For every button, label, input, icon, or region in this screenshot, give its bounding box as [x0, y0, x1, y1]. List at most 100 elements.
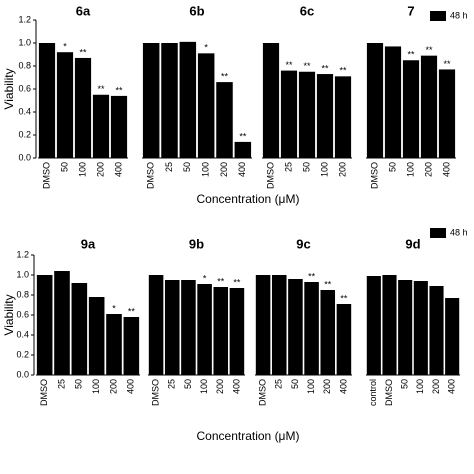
y-tick-label: 0.4	[16, 329, 29, 339]
significance-mark: **	[443, 59, 451, 69]
x-tick-label: 50	[182, 162, 192, 172]
group-title: 9b	[189, 236, 204, 251]
group-title: 6b	[189, 3, 204, 18]
significance-mark: **	[221, 71, 229, 81]
bar	[420, 55, 438, 158]
bar	[334, 76, 352, 158]
bar	[148, 275, 164, 375]
x-tick-label: 400	[441, 162, 451, 177]
x-tick-label: 100	[319, 162, 329, 177]
x-tick-label: control	[368, 379, 378, 406]
legend-label: 48 h	[450, 227, 468, 237]
x-tick-label: 400	[126, 379, 136, 394]
significance-mark: **	[239, 131, 247, 141]
bar	[197, 53, 215, 158]
x-tick-label: 50	[290, 379, 300, 389]
x-tick-label: DMSO	[41, 162, 51, 189]
x-tick-label: 400	[113, 162, 123, 177]
x-tick-label: 25	[56, 379, 66, 389]
significance-mark: **	[308, 271, 316, 281]
x-tick-label: 200	[108, 379, 118, 394]
x-tick-label: 50	[183, 379, 193, 389]
x-tick-label: 200	[219, 162, 229, 177]
y-tick-label: 0.2	[16, 349, 29, 359]
significance-mark: **	[340, 293, 348, 303]
significance-mark: **	[324, 279, 332, 289]
significance-mark: **	[217, 276, 225, 286]
bar	[229, 288, 245, 375]
x-tick-label: DMSO	[146, 162, 156, 189]
x-tick-label: 100	[201, 162, 211, 177]
significance-mark: **	[303, 61, 311, 71]
bar	[74, 57, 92, 159]
y-tick-label: 1.2	[16, 249, 29, 259]
y-tick-label: 0.0	[18, 152, 31, 162]
x-tick-label: 400	[231, 379, 241, 394]
group-title: 6a	[76, 3, 91, 18]
bar	[255, 275, 271, 375]
x-tick-label: 200	[337, 162, 347, 177]
significance-mark: **	[233, 277, 241, 287]
significance-mark: **	[339, 66, 347, 76]
x-tick-label: 100	[306, 379, 316, 394]
bar	[71, 283, 88, 375]
x-tick-label: DMSO	[265, 162, 275, 189]
x-tick-label: 100	[91, 379, 101, 394]
x-tick-label: DMSO	[384, 379, 394, 406]
bar	[402, 60, 420, 158]
x-tick-label: 400	[338, 379, 348, 394]
x-axis-label: Concentration (μM)	[197, 192, 300, 206]
significance-mark: *	[203, 273, 207, 283]
y-axis-label: Viability	[2, 294, 16, 335]
x-tick-label: 25	[167, 379, 177, 389]
bar	[288, 279, 303, 375]
x-tick-label: 100	[199, 379, 209, 394]
bar	[445, 298, 460, 375]
bar	[304, 282, 319, 375]
bar	[54, 271, 70, 375]
x-tick-label: 200	[431, 379, 441, 394]
bar	[320, 290, 336, 375]
x-tick-label: 200	[215, 379, 225, 394]
x-tick-label: 100	[77, 162, 87, 177]
x-tick-label: DMSO	[369, 162, 379, 189]
significance-mark: **	[407, 50, 415, 60]
x-tick-label: DMSO	[257, 379, 267, 406]
y-tick-label: 0.2	[18, 129, 31, 139]
bar	[382, 275, 397, 375]
x-tick-label: 400	[447, 379, 457, 394]
x-tick-label: 50	[301, 162, 311, 172]
bar	[110, 95, 128, 158]
bar	[298, 71, 316, 158]
y-tick-label: 1.2	[18, 14, 31, 24]
legend-swatch	[430, 228, 446, 238]
x-axis-label: Concentration (μM)	[197, 429, 300, 443]
y-tick-label: 0.8	[16, 289, 29, 299]
x-tick-label: 200	[423, 162, 433, 177]
y-tick-label: 1.0	[18, 37, 31, 47]
bar	[216, 82, 233, 158]
bar	[123, 317, 140, 375]
group-title: 9a	[81, 236, 96, 251]
x-tick-label: 200	[322, 379, 332, 394]
bar	[88, 297, 105, 375]
bar	[179, 41, 197, 158]
x-tick-label: 25	[283, 162, 293, 172]
y-tick-label: 0.0	[16, 369, 29, 379]
y-tick-label: 0.6	[16, 309, 29, 319]
significance-mark: **	[425, 45, 433, 55]
bar	[366, 43, 384, 158]
group-title: 9d	[405, 236, 420, 251]
bar	[429, 286, 444, 375]
y-axis-label: Viability	[2, 68, 16, 109]
significance-mark: **	[128, 306, 136, 316]
significance-mark: **	[115, 85, 123, 95]
bar	[280, 70, 298, 158]
significance-mark: *	[204, 43, 208, 53]
legend-label: 48 h	[450, 10, 468, 20]
significance-mark: **	[321, 63, 329, 73]
bar	[413, 281, 428, 375]
bar	[142, 43, 160, 158]
group-title: 6c	[300, 3, 314, 18]
